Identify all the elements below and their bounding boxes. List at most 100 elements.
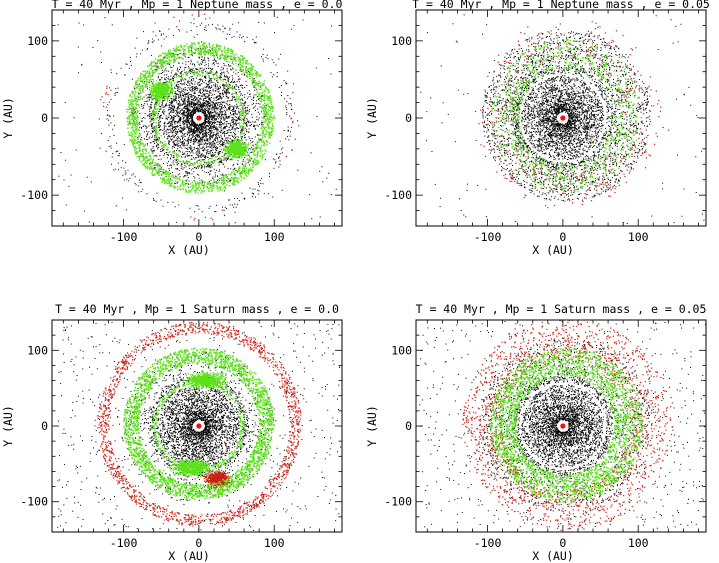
particle	[232, 67, 234, 69]
particle	[196, 135, 198, 137]
particle	[180, 118, 182, 120]
particle	[204, 143, 206, 145]
particle	[205, 71, 207, 73]
particle	[158, 110, 160, 112]
particle	[115, 88, 117, 90]
particle	[101, 132, 103, 134]
particle	[168, 126, 170, 128]
particle	[212, 153, 214, 155]
particle	[169, 63, 171, 65]
particle	[203, 137, 205, 139]
particle	[157, 99, 159, 101]
particle	[208, 24, 210, 26]
particle	[226, 91, 228, 93]
particle	[178, 102, 180, 104]
particle	[182, 93, 184, 95]
particle	[204, 149, 206, 151]
particle	[252, 39, 254, 41]
particle	[249, 121, 251, 123]
particle	[232, 81, 234, 83]
particle	[268, 131, 270, 133]
particle	[208, 117, 210, 119]
particle	[194, 87, 196, 89]
particle	[206, 143, 208, 145]
particle	[217, 87, 219, 89]
particle	[190, 22, 192, 24]
particle	[169, 136, 171, 138]
particle	[252, 100, 254, 102]
particle	[181, 163, 183, 165]
particle	[202, 123, 204, 125]
particle	[105, 150, 107, 153]
particle	[229, 137, 231, 139]
particle	[220, 186, 222, 188]
particle	[146, 193, 148, 195]
particle	[158, 118, 160, 120]
particle	[210, 132, 212, 134]
particle	[211, 128, 213, 130]
particle	[242, 165, 245, 167]
particle	[158, 116, 160, 118]
particle	[172, 129, 174, 131]
particle	[181, 70, 183, 72]
particle	[201, 128, 203, 130]
particle	[252, 149, 254, 151]
particle	[166, 81, 168, 83]
particle	[155, 200, 157, 202]
particle	[204, 90, 206, 92]
particle	[215, 146, 217, 148]
particle	[194, 52, 196, 54]
particle	[183, 98, 185, 100]
particle	[237, 203, 239, 205]
particle	[181, 130, 183, 132]
particle	[240, 93, 242, 95]
particle	[125, 63, 127, 65]
particle	[248, 128, 250, 130]
particle	[244, 122, 246, 124]
particle	[164, 130, 166, 132]
particle	[189, 167, 191, 169]
particle	[211, 45, 213, 47]
particle	[210, 127, 212, 129]
particle	[256, 134, 258, 136]
particle	[211, 134, 213, 136]
particle	[240, 68, 242, 70]
particle	[150, 149, 152, 151]
particle	[259, 86, 261, 88]
particle	[203, 143, 205, 145]
particle	[199, 83, 201, 85]
particle	[238, 91, 240, 93]
particle	[184, 128, 186, 130]
particle	[173, 65, 175, 67]
particle	[188, 109, 190, 111]
particle	[223, 163, 225, 165]
particle	[183, 143, 185, 145]
particle	[246, 59, 248, 62]
particle	[200, 147, 202, 149]
particle	[210, 133, 212, 135]
particle	[141, 49, 143, 51]
particle	[216, 169, 218, 171]
particle	[208, 119, 210, 121]
particle	[224, 128, 226, 130]
particle	[168, 96, 170, 98]
particle	[179, 151, 181, 153]
particle	[237, 139, 239, 141]
particle	[218, 102, 220, 104]
particle	[214, 83, 216, 85]
particle	[206, 100, 208, 102]
particle	[185, 120, 187, 122]
particle	[196, 204, 198, 206]
particle	[194, 125, 196, 127]
particle	[198, 177, 200, 179]
particle	[211, 118, 213, 120]
particle	[201, 167, 203, 169]
particle	[256, 116, 258, 118]
particle	[209, 146, 211, 148]
particle	[175, 132, 177, 134]
particle	[251, 157, 253, 159]
particle	[202, 47, 204, 49]
particle	[220, 118, 222, 120]
particle	[229, 199, 231, 201]
particle	[215, 204, 217, 206]
